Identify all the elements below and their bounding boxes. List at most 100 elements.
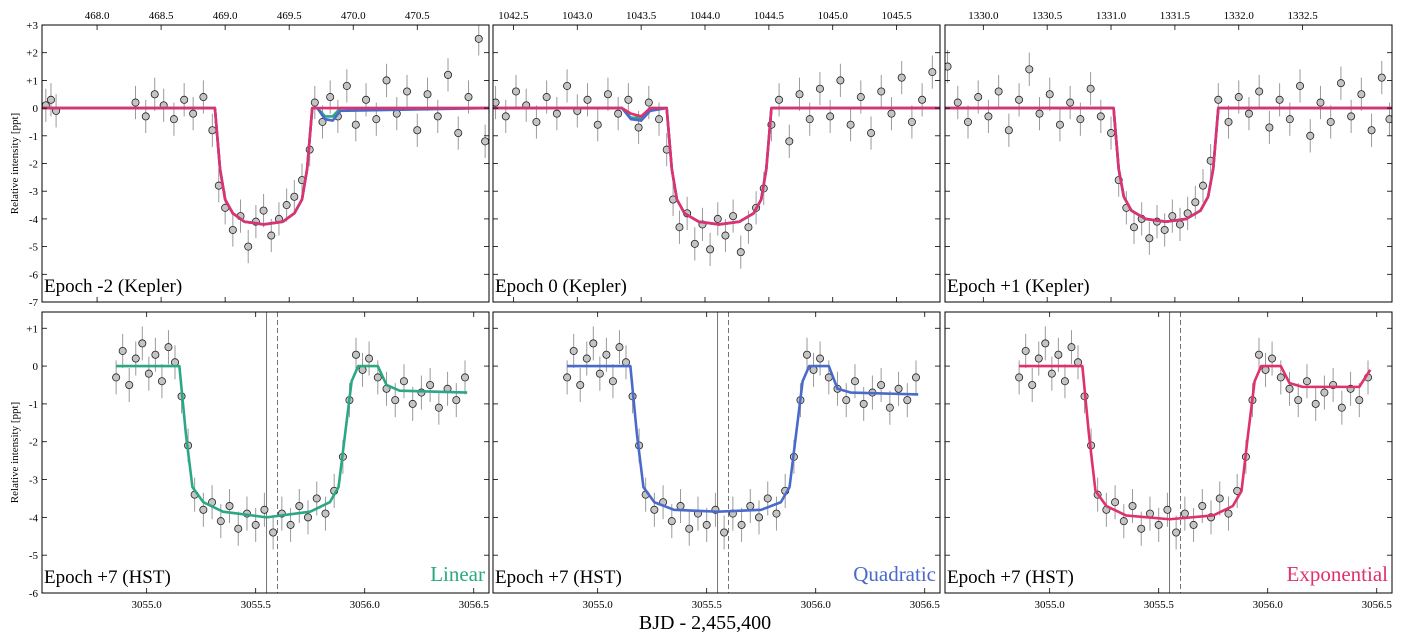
data-point [675, 223, 684, 232]
data-point [321, 509, 330, 518]
data-point [877, 87, 886, 96]
data-point [1145, 234, 1154, 243]
x-tick-label: 1330.5 [1032, 10, 1063, 22]
data-point [199, 93, 208, 102]
data-point [474, 34, 483, 43]
data-point [746, 502, 755, 511]
data-point [897, 73, 906, 82]
data-point [290, 192, 299, 201]
model-line [493, 106, 940, 226]
y-axis-title: Relative intensity [ppt] [9, 402, 21, 503]
data-point [736, 248, 745, 257]
data-point [1028, 380, 1037, 389]
data-point [1296, 81, 1305, 90]
data-point [151, 350, 160, 359]
data-point [1086, 84, 1095, 93]
data-point [413, 126, 422, 135]
data-point [1154, 520, 1163, 529]
y-tick-label: -3 [29, 186, 39, 198]
model-line [493, 106, 940, 226]
x-tick-label: 1331.5 [1160, 10, 1191, 22]
data-point [984, 112, 993, 121]
data-point [286, 520, 295, 529]
data-point [702, 520, 711, 529]
model-line [493, 106, 940, 226]
data-point [312, 494, 321, 503]
data-point [1275, 95, 1284, 104]
x-tick-label: 3055.5 [241, 599, 272, 611]
data-point [1191, 198, 1200, 207]
data-point [856, 93, 865, 102]
data-point [1316, 98, 1325, 107]
data-point [269, 528, 278, 537]
data-point [342, 81, 351, 90]
data-point [259, 206, 268, 215]
data-point [1198, 181, 1207, 190]
x-tick-label: 3056.5 [459, 599, 490, 611]
data-point [399, 377, 408, 386]
plot-area [1015, 312, 1373, 593]
data-point [433, 112, 442, 121]
data-point [1254, 350, 1263, 359]
data-point [912, 373, 921, 382]
y-tick-label: -1 [29, 131, 38, 143]
data-point [608, 377, 617, 386]
data-point [713, 214, 722, 223]
data-point [454, 129, 463, 138]
data-point [408, 399, 417, 408]
x-tick-label: 3055.5 [692, 599, 723, 611]
data-point [351, 120, 360, 129]
data-point [805, 115, 814, 124]
x-tick-label: 3056.5 [1362, 599, 1393, 611]
data-point [1172, 528, 1181, 537]
x-tick-label: 1332.5 [1287, 10, 1318, 22]
panel-frame [492, 24, 941, 303]
data-point [1175, 220, 1184, 229]
x-tick-label: 470.5 [405, 10, 430, 22]
data-point [216, 517, 225, 526]
data-point [228, 225, 237, 234]
x-tick-label: 468.0 [85, 10, 110, 22]
data-point [1357, 90, 1366, 99]
data-point [552, 109, 561, 118]
data-point [826, 112, 835, 121]
data-point [1111, 498, 1120, 507]
data-point [1045, 90, 1054, 99]
data-point [1294, 396, 1303, 405]
data-point [1265, 123, 1274, 132]
data-point [1215, 494, 1224, 503]
model-line [42, 106, 489, 226]
model-line [1019, 364, 1372, 521]
x-tick-label: 1043.0 [562, 10, 593, 22]
data-point [511, 87, 520, 96]
x-tick-label: 3055.0 [132, 599, 163, 611]
data-point [563, 373, 572, 382]
data-point [815, 84, 824, 93]
x-tick-label: 3055.0 [583, 599, 614, 611]
data-point [887, 109, 896, 118]
x-tick-label: 1330.0 [968, 10, 999, 22]
data-point [918, 95, 927, 104]
data-point [867, 129, 876, 138]
data-point [1055, 120, 1064, 129]
data-point [1060, 377, 1069, 386]
data-point [1015, 95, 1024, 104]
data-point [244, 242, 253, 251]
x-tick-label: 1332.0 [1224, 10, 1255, 22]
model-line [945, 106, 1392, 223]
data-point [624, 95, 633, 104]
data-point [1015, 373, 1024, 382]
data-point [1311, 399, 1320, 408]
data-point [150, 90, 159, 99]
data-point [304, 513, 313, 522]
data-point [180, 95, 189, 104]
data-point [1034, 354, 1043, 363]
y-tick-label: -5 [29, 550, 39, 562]
x-tick-label: 469.0 [213, 10, 238, 22]
data-point [894, 384, 903, 393]
data-point [1214, 95, 1223, 104]
plot-area [945, 49, 1392, 255]
data-point [650, 505, 659, 514]
data-point [1285, 115, 1294, 124]
data-point [144, 369, 153, 378]
